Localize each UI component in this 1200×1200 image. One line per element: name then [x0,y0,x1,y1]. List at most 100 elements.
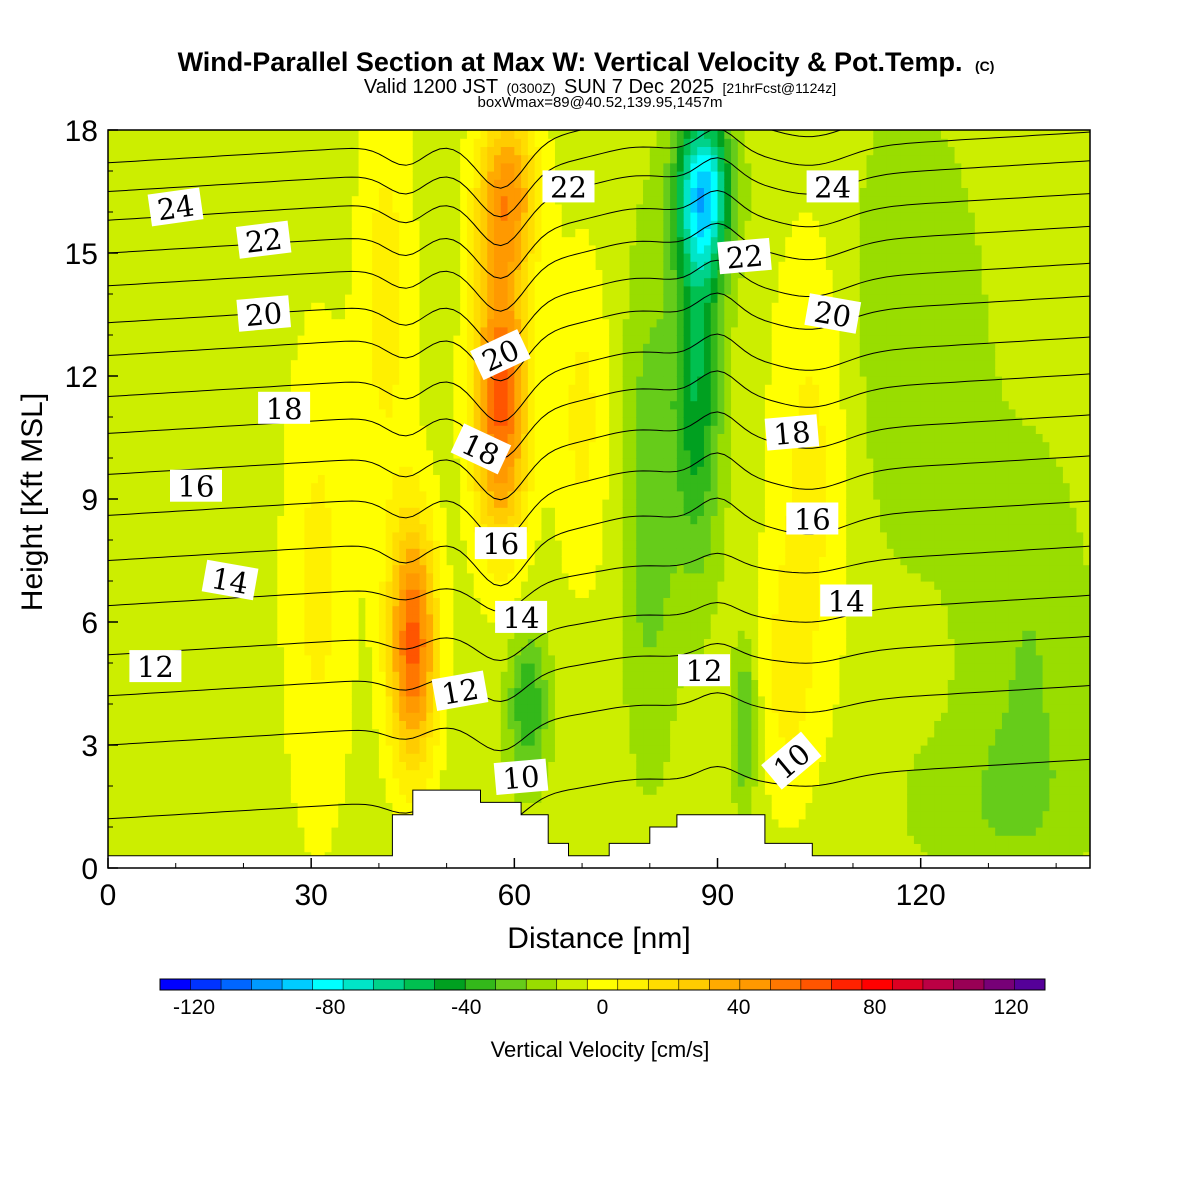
velocity-cell [243,367,251,377]
velocity-cell [466,507,475,516]
velocity-cell [304,818,312,828]
velocity-cell [399,335,407,344]
velocity-cell [453,507,461,516]
velocity-cell [108,548,116,557]
velocity-cell [358,712,366,721]
velocity-cell [250,335,258,344]
velocity-cell [466,417,475,426]
velocity-cell [182,441,190,451]
velocity-cell [270,187,278,197]
velocity-cell [317,687,326,697]
velocity-cell [426,425,434,434]
velocity-cell [433,425,441,434]
velocity-cell [324,548,333,557]
velocity-cell [128,777,136,787]
velocity-cell [216,818,224,828]
velocity-cell [351,564,360,574]
velocity-cell [108,728,116,738]
velocity-cell [426,195,434,205]
velocity-cell [365,540,373,549]
velocity-cell [155,417,163,426]
velocity-cell [128,146,136,156]
velocity-cell [392,654,400,664]
velocity-cell [175,630,184,639]
velocity-cell [250,220,258,229]
velocity-cell [189,663,197,672]
velocity-cell [175,704,184,713]
velocity-cell [148,318,156,328]
velocity-cell [135,392,143,402]
velocity-cell [155,564,163,574]
velocity-cell [331,154,339,164]
velocity-cell [399,162,407,172]
velocity-cell [223,499,231,508]
velocity-cell [311,638,319,648]
velocity-cell [338,294,346,303]
velocity-cell [365,425,373,434]
velocity-cell [290,646,299,656]
velocity-cell [358,581,366,590]
velocity-cell [121,777,129,787]
velocity-cell [128,769,136,779]
velocity-cell [256,556,265,566]
velocity-cell [141,130,150,139]
velocity-cell [175,507,184,516]
velocity-cell [317,810,326,820]
velocity-cell [419,433,427,443]
velocity-cell [365,564,373,574]
velocity-cell [466,179,475,188]
velocity-cell [209,343,217,352]
velocity-cell [405,277,414,287]
velocity-cell [473,654,482,664]
velocity-cell [453,712,461,721]
velocity-cell [284,818,292,828]
velocity-cell [189,367,197,377]
velocity-cell [256,712,265,721]
velocity-cell [297,704,305,713]
velocity-cell [223,745,231,754]
velocity-cell [480,613,488,623]
velocity-cell [209,761,217,771]
velocity-cell [182,228,190,238]
velocity-cell [399,130,407,139]
velocity-cell [331,515,339,525]
velocity-cell [453,761,461,771]
velocity-cell [263,343,272,352]
velocity-cell [331,704,339,713]
velocity-cell [121,154,129,164]
velocity-cell [202,835,211,844]
velocity-cell [236,794,245,803]
velocity-cell [473,187,482,197]
velocity-cell [141,597,150,607]
velocity-cell [209,441,217,451]
velocity-cell [365,802,373,812]
velocity-cell [385,564,394,574]
velocity-cell [304,712,312,721]
velocity-cell [446,326,454,336]
velocity-cell [284,663,292,672]
velocity-cell [263,335,272,344]
velocity-cell [297,646,305,656]
velocity-cell [162,630,170,639]
velocity-cell [141,720,150,730]
velocity-cell [392,195,400,205]
velocity-cell [351,720,360,730]
velocity-cell [358,466,366,475]
velocity-cell [128,261,136,270]
velocity-cell [114,827,123,836]
velocity-cell [338,794,346,803]
velocity-cell [209,384,217,393]
velocity-cell [378,613,387,623]
velocity-cell [311,531,319,541]
velocity-cell [412,679,421,689]
velocity-cell [263,646,272,656]
velocity-cell [168,359,177,369]
velocity-cell [297,228,305,238]
velocity-cell [399,761,407,771]
velocity-cell [365,384,373,393]
velocity-cell [141,531,150,541]
velocity-cell [236,679,245,689]
velocity-cell [121,138,129,147]
velocity-cell [304,253,312,262]
velocity-cell [168,531,177,541]
